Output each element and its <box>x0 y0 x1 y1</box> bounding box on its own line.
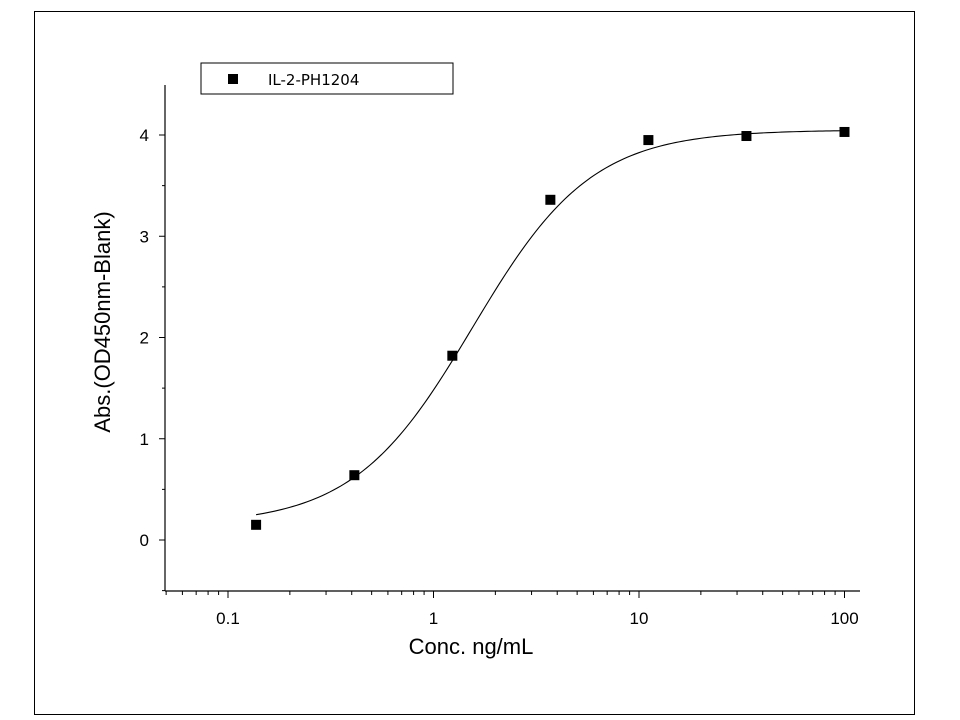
legend-box <box>200 62 454 95</box>
y-tick-label: 3 <box>140 227 149 246</box>
data-point <box>349 470 360 481</box>
x-tick-label: 0.1 <box>216 609 240 628</box>
legend: IL-2-PH1204 <box>200 62 454 95</box>
fit-curve <box>256 130 845 516</box>
x-tick-label: 10 <box>630 609 649 628</box>
fit-curve-layer <box>256 130 845 516</box>
data-point <box>839 126 850 137</box>
legend-marker <box>228 74 238 84</box>
data-points-layer <box>251 126 850 530</box>
x-tick-label: 1 <box>429 609 438 628</box>
y-tick-label: 4 <box>140 126 149 145</box>
data-point <box>643 135 654 146</box>
data-point <box>545 194 556 205</box>
chart-frame <box>34 11 915 715</box>
legend-label: IL-2-PH1204 <box>268 71 359 89</box>
y-tick-label: 1 <box>140 430 149 449</box>
data-point <box>251 519 262 530</box>
y-axis-title: Abs.(OD450nm-Blank) <box>90 211 115 432</box>
axes: 0 1 2 3 4 0.1 1 10 100 <box>140 85 860 628</box>
data-point <box>447 350 458 361</box>
data-point <box>741 131 752 142</box>
y-tick-label: 2 <box>140 329 149 348</box>
x-axis-title: Conc. ng/mL <box>409 634 534 659</box>
x-tick-label: 100 <box>830 609 858 628</box>
y-tick-label: 0 <box>140 531 149 550</box>
